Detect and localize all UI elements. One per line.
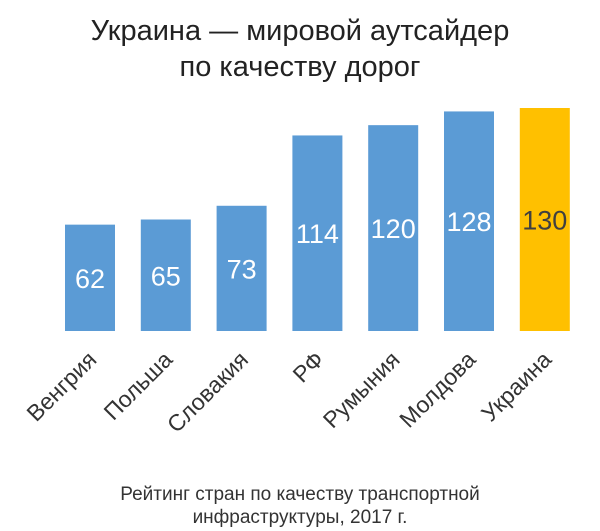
bar-3	[292, 135, 343, 331]
data-label-5: 128	[446, 207, 491, 237]
x-tick-label-1: Польша	[99, 346, 178, 425]
x-tick-label-2: Словакия	[162, 346, 253, 437]
x-tick-label-5: Молдова	[394, 346, 480, 432]
x-tick-label-4: Румыния	[318, 346, 405, 433]
x-tick-label-3: РФ	[288, 346, 329, 387]
chart-title-line-2: по качеству дорог	[179, 51, 421, 83]
bar-5	[444, 111, 494, 331]
bar-1	[140, 219, 191, 331]
bar-6	[519, 108, 570, 331]
bar-4	[368, 125, 419, 332]
caption-line-1: Рейтинг стран по качеству транспортной	[120, 484, 480, 505]
data-label-3: 114	[296, 219, 339, 249]
chart-title-line-1: Украина — мировой аутсайдер	[90, 15, 510, 47]
data-label-4: 120	[371, 214, 416, 244]
bar-2	[216, 205, 267, 331]
data-label-0: 62	[75, 264, 105, 294]
data-label-1: 65	[151, 261, 181, 291]
x-tick-label-6: Украина	[476, 346, 556, 426]
caption-line-2: инфраструктуры, 2017 г.	[192, 507, 408, 528]
x-tick-label-0: Венгрия	[21, 346, 101, 426]
data-label-2: 73	[227, 254, 257, 284]
bar-0	[65, 224, 115, 331]
data-label-6: 130	[522, 206, 567, 236]
